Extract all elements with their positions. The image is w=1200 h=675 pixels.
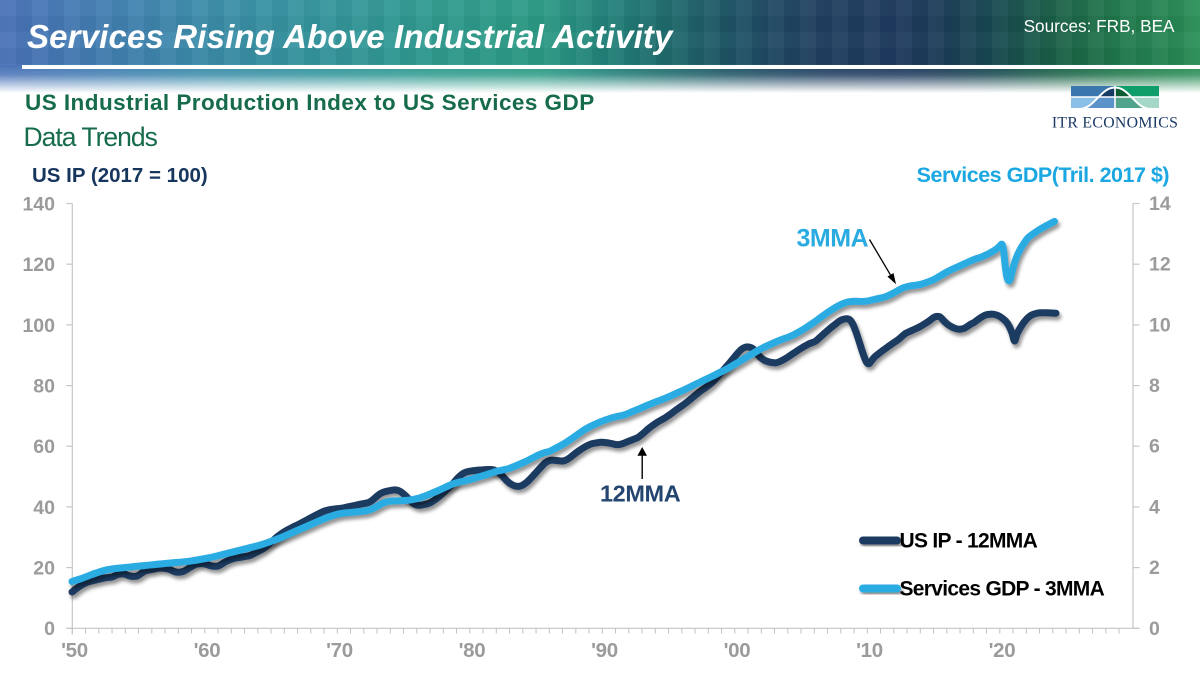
svg-text:0: 0 — [1149, 618, 1160, 640]
svg-text:'00: '00 — [724, 639, 751, 662]
svg-text:2: 2 — [1149, 557, 1160, 579]
svg-text:6: 6 — [1149, 436, 1160, 458]
svg-text:8: 8 — [1149, 375, 1160, 397]
svg-text:140: 140 — [22, 193, 55, 215]
svg-text:3MMA: 3MMA — [797, 225, 869, 253]
svg-text:'60: '60 — [194, 639, 221, 662]
svg-text:'70: '70 — [326, 639, 353, 662]
svg-text:12: 12 — [1149, 254, 1171, 276]
svg-text:Services GDP - 3MMA: Services GDP - 3MMA — [900, 578, 1105, 601]
svg-text:60: 60 — [33, 436, 55, 458]
svg-text:120: 120 — [22, 254, 55, 276]
svg-text:100: 100 — [22, 315, 55, 337]
svg-text:14: 14 — [1149, 193, 1171, 215]
svg-text:'20: '20 — [989, 639, 1016, 662]
svg-text:US IP - 12MMA: US IP - 12MMA — [900, 530, 1038, 553]
svg-text:'90: '90 — [591, 639, 618, 662]
svg-text:20: 20 — [33, 558, 55, 580]
svg-text:ITR ECONOMICS: ITR ECONOMICS — [1052, 115, 1178, 132]
svg-text:0: 0 — [44, 618, 55, 640]
svg-text:'50: '50 — [61, 639, 88, 662]
svg-text:12MMA: 12MMA — [600, 481, 681, 507]
svg-text:10: 10 — [1149, 314, 1171, 336]
svg-text:40: 40 — [33, 497, 55, 519]
svg-text:80: 80 — [33, 376, 55, 398]
svg-text:4: 4 — [1149, 496, 1160, 518]
svg-text:'10: '10 — [856, 639, 883, 662]
svg-text:'80: '80 — [459, 639, 486, 662]
